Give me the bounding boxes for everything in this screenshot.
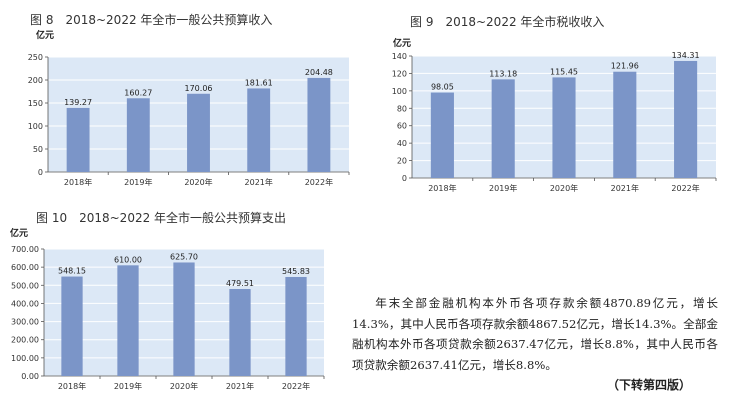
data-label: 170.06 bbox=[185, 84, 213, 93]
y-tick-label: 100 bbox=[28, 122, 43, 131]
y-tick-label: 200 bbox=[28, 76, 43, 85]
data-label: 204.48 bbox=[305, 68, 333, 77]
bar bbox=[491, 79, 515, 178]
bar bbox=[229, 289, 251, 376]
y-tick-label: 0 bbox=[38, 168, 43, 177]
data-label: 121.96 bbox=[611, 62, 639, 71]
data-label: 548.15 bbox=[58, 267, 86, 276]
data-label: 113.18 bbox=[489, 69, 517, 78]
x-tick-label: 2022年 bbox=[305, 177, 333, 187]
x-tick-label: 2021年 bbox=[611, 183, 639, 193]
bar bbox=[187, 93, 210, 172]
data-label: 545.83 bbox=[282, 267, 310, 276]
y-tick-label: 150 bbox=[28, 99, 43, 108]
bar bbox=[247, 88, 271, 172]
y-tick-label: 700.00 bbox=[11, 245, 39, 254]
y-tick-label: 120 bbox=[392, 69, 407, 78]
y-tick-label: 500.00 bbox=[11, 281, 39, 290]
y-tick-label: 140 bbox=[392, 52, 407, 61]
x-tick-label: 2020年 bbox=[170, 381, 198, 391]
chart-title-expenditure: 图 10 2018~2022 年全市一般公共预算支出 bbox=[36, 211, 287, 225]
data-label: 115.45 bbox=[550, 67, 578, 76]
x-tick-label: 2021年 bbox=[226, 381, 254, 391]
x-tick-label: 2022年 bbox=[671, 183, 699, 193]
y-unit-label: 亿元 bbox=[393, 37, 411, 49]
y-unit-label: 亿元 bbox=[36, 29, 54, 41]
y-tick-label: 400.00 bbox=[11, 299, 39, 308]
data-label: 98.05 bbox=[431, 83, 454, 92]
y-tick-label: 200.00 bbox=[11, 336, 39, 345]
x-tick-label: 2018年 bbox=[58, 381, 86, 391]
x-tick-label: 2022年 bbox=[282, 381, 310, 391]
bar bbox=[674, 60, 698, 178]
y-unit-label: 亿元 bbox=[10, 227, 28, 239]
y-tick-label: 100.00 bbox=[11, 354, 39, 363]
data-label: 160.27 bbox=[124, 88, 152, 97]
y-tick-label: 20 bbox=[397, 157, 407, 166]
bar bbox=[307, 77, 331, 172]
bar bbox=[173, 262, 195, 376]
y-tick-label: 600.00 bbox=[11, 263, 39, 272]
y-tick-label: 80 bbox=[397, 104, 407, 113]
y-tick-label: 100 bbox=[392, 87, 407, 96]
y-tick-label: 0 bbox=[402, 174, 407, 183]
bar bbox=[126, 98, 150, 172]
bar bbox=[430, 92, 454, 178]
x-tick-label: 2020年 bbox=[184, 177, 212, 187]
x-tick-label: 2019年 bbox=[114, 381, 142, 391]
y-tick-label: 0.00 bbox=[21, 372, 39, 381]
x-tick-label: 2019年 bbox=[489, 183, 517, 193]
x-tick-label: 2020年 bbox=[550, 183, 578, 193]
x-tick-label: 2021年 bbox=[245, 177, 273, 187]
data-label: 134.31 bbox=[672, 51, 700, 60]
y-tick-label: 250 bbox=[28, 53, 43, 62]
bar bbox=[66, 107, 90, 172]
y-tick-label: 50 bbox=[33, 145, 43, 154]
data-label: 479.51 bbox=[226, 279, 254, 288]
y-tick-label: 60 bbox=[397, 122, 407, 131]
bar bbox=[61, 276, 83, 376]
article-paragraph: 年末全部金融机构本外币各项存款余额4870.89亿元，增长14.3%，其中人民币… bbox=[352, 296, 718, 372]
bar bbox=[285, 276, 307, 376]
bar bbox=[117, 265, 139, 376]
chart-title-revenue: 图 8 2018~2022 年全市一般公共预算收入 bbox=[30, 13, 273, 27]
continued-note: （下转第四版） bbox=[607, 378, 692, 392]
x-tick-label: 2019年 bbox=[124, 177, 152, 187]
x-tick-label: 2018年 bbox=[428, 183, 456, 193]
data-label: 610.00 bbox=[114, 255, 142, 264]
data-label: 139.27 bbox=[64, 98, 92, 107]
bar bbox=[552, 77, 576, 178]
bar bbox=[613, 71, 637, 178]
data-label: 181.61 bbox=[245, 78, 273, 87]
chart-title-tax: 图 9 2018~2022 年全市税收收入 bbox=[410, 15, 605, 29]
x-tick-label: 2018年 bbox=[64, 177, 92, 187]
y-tick-label: 40 bbox=[397, 139, 407, 148]
data-label: 625.70 bbox=[170, 252, 198, 261]
y-tick-label: 300.00 bbox=[11, 318, 39, 327]
